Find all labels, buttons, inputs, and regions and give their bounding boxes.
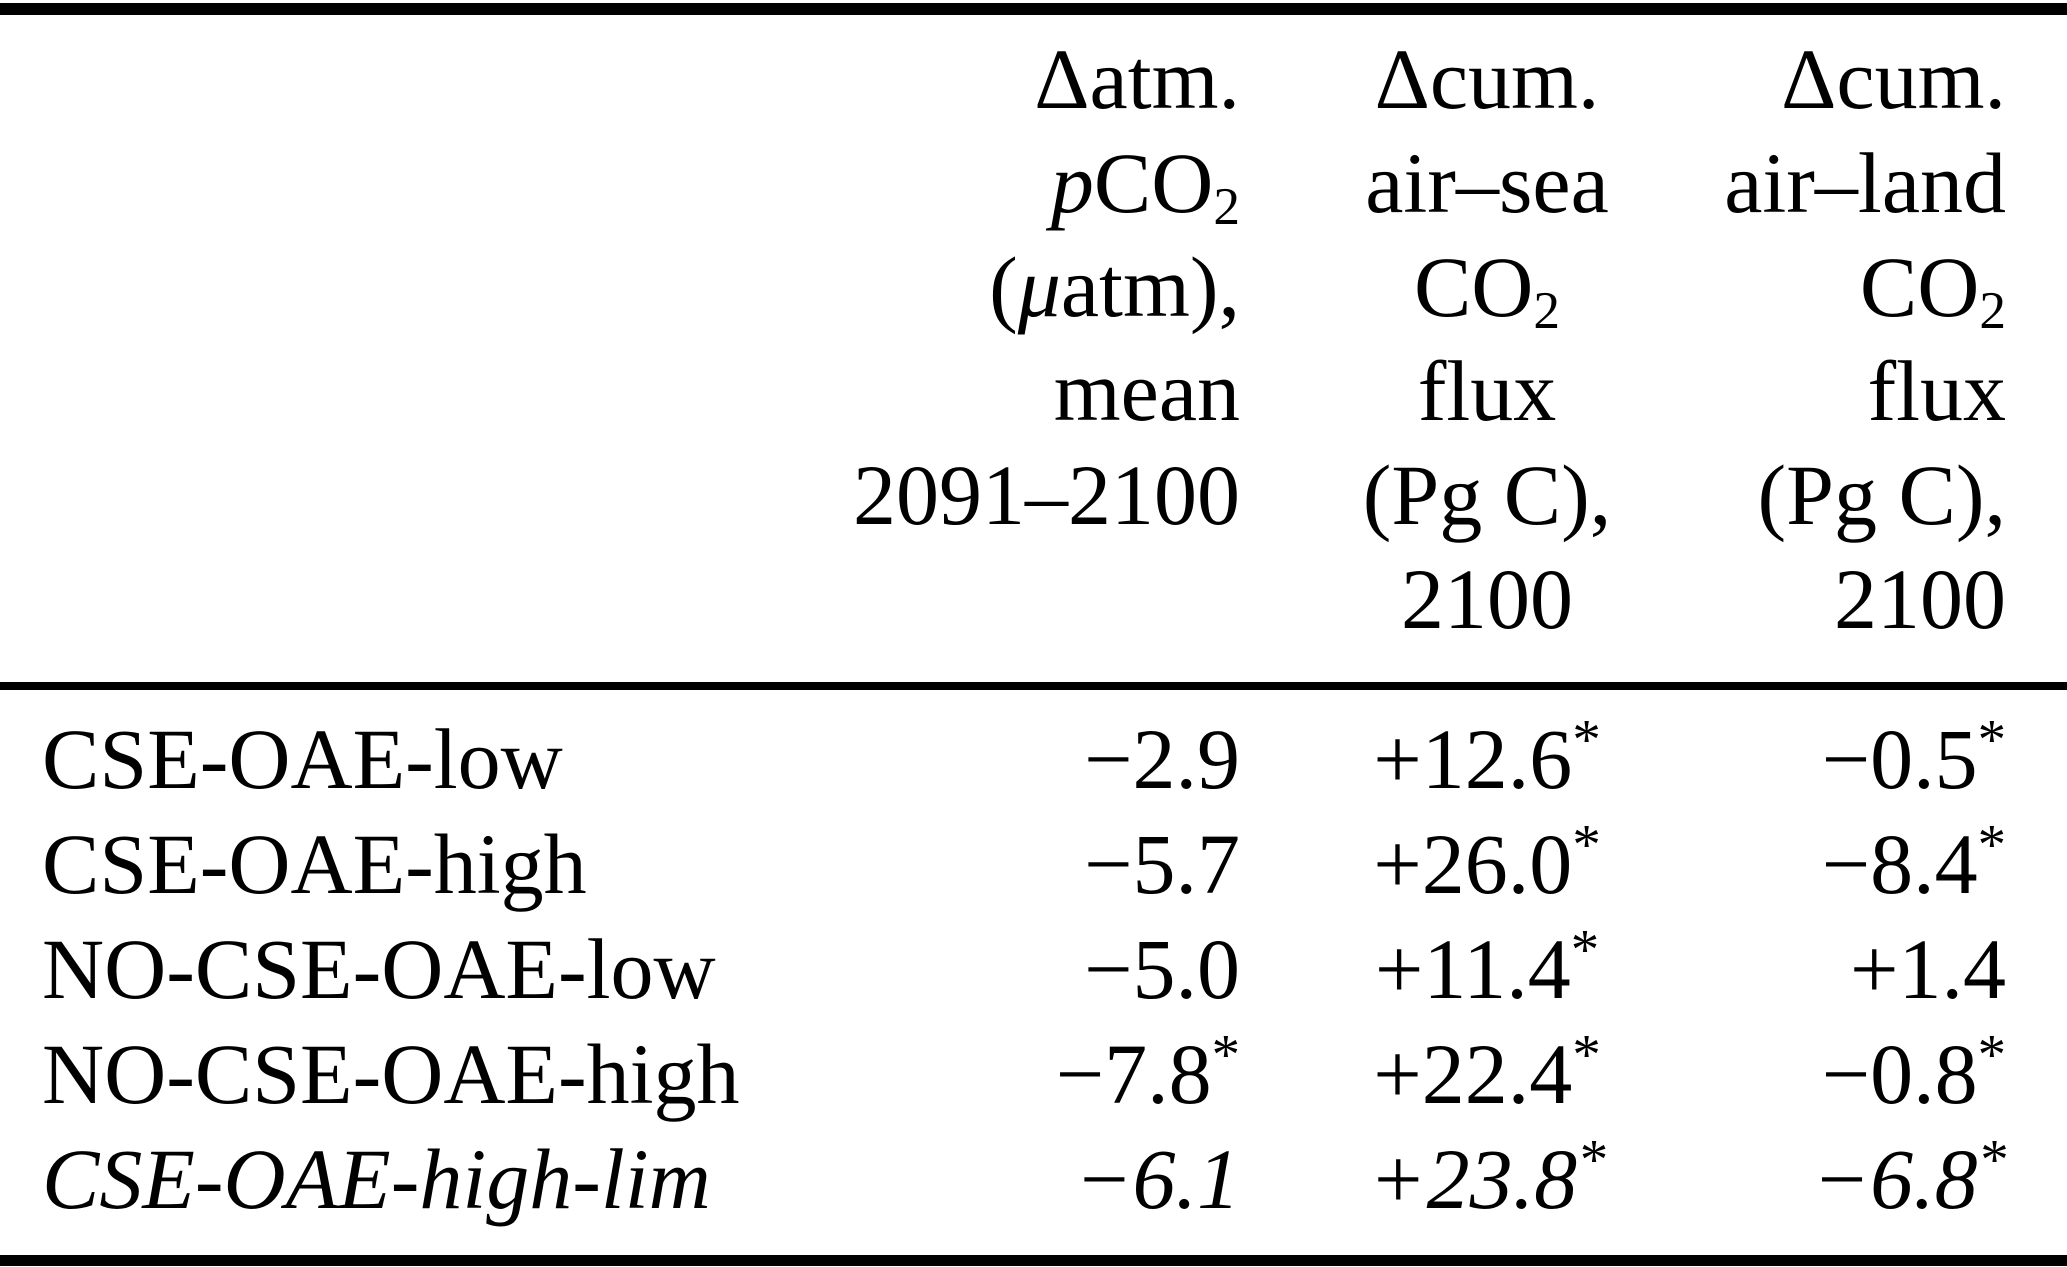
table-row-limited-scenario: CSE-OAE-high-lim −6.1 +23.8* −6.8* <box>0 1127 2067 1232</box>
significance-asterisk: * <box>1572 813 1601 877</box>
significance-asterisk: * <box>1977 1023 2006 1087</box>
value-atm-pco2: −5.0 <box>1083 921 1240 1017</box>
column-header-air-land-flux: Δcum. air–land CO2 flux (Pg C), 2100 <box>1606 27 2006 651</box>
table-top-rule <box>0 3 2067 15</box>
scenario-label: CSE-OAE-high <box>42 816 587 912</box>
header-line: (μatm), <box>989 239 1240 335</box>
table-body: CSE-OAE-low −2.9 +12.6* −0.5* CSE-OAE-hi… <box>0 707 2067 1232</box>
table-row: CSE-OAE-low −2.9 +12.6* −0.5* <box>0 707 2067 812</box>
value-air-land-flux: −0.5* <box>1821 708 2006 807</box>
header-line: pCO2 <box>1050 135 1240 236</box>
column-header-air-sea-flux: Δcum. air–sea CO2 flux (Pg C), 2100 <box>1287 27 1687 651</box>
table-row: NO-CSE-OAE-high −7.8* +22.4* −0.8* <box>0 1022 2067 1127</box>
value-atm-pco2: −5.7 <box>1083 816 1240 912</box>
scenario-label: NO-CSE-OAE-high <box>42 1026 740 1122</box>
header-line: 2091–2100 <box>853 447 1240 543</box>
scenario-label: CSE-OAE-low <box>42 711 563 807</box>
header-line: air–land <box>1724 135 2006 231</box>
header-line: Δcum. <box>1781 31 2006 127</box>
value-air-sea-flux: +12.6* <box>1373 708 1601 807</box>
header-line: 2100 <box>1401 551 1573 647</box>
header-line: (Pg C), <box>1757 447 2006 543</box>
table-row: CSE-OAE-high −5.7 +26.0* −8.4* <box>0 812 2067 917</box>
header-line: mean <box>1053 343 1240 439</box>
value-air-sea-flux: +23.8* <box>1368 1128 1606 1227</box>
header-line: flux <box>1417 343 1557 439</box>
value-air-sea-flux: +22.4* <box>1373 1023 1601 1122</box>
value-atm-pco2: −6.1 <box>1074 1131 1240 1227</box>
value-air-land-flux: −6.8* <box>1812 1128 2006 1227</box>
header-line: air–sea <box>1365 135 1609 231</box>
table-header-rule <box>0 682 2067 690</box>
column-header-atm-pco2: Δatm. pCO2 (μatm), mean 2091–2100 <box>660 27 1240 547</box>
significance-asterisk: * <box>1977 813 2006 877</box>
significance-asterisk: * <box>1577 1128 1606 1192</box>
table-bottom-rule <box>0 1255 2067 1266</box>
table-row: NO-CSE-OAE-low −5.0 +11.4* +1.4 <box>0 917 2067 1022</box>
significance-asterisk: * <box>1572 1023 1601 1087</box>
value-air-land-flux: −0.8* <box>1821 1023 2006 1122</box>
significance-asterisk: * <box>1977 1128 2006 1192</box>
header-line: (Pg C), <box>1362 447 1612 543</box>
scenario-label: NO-CSE-OAE-low <box>42 921 716 1017</box>
significance-asterisk: * <box>1572 708 1601 772</box>
header-line: 2100 <box>1834 551 2006 647</box>
value-air-land-flux: −8.4* <box>1821 813 2006 912</box>
significance-asterisk: * <box>1570 918 1600 982</box>
value-atm-pco2: −2.9 <box>1083 711 1240 807</box>
value-air-sea-flux: +11.4* <box>1374 918 1600 1017</box>
significance-asterisk: * <box>1211 1023 1240 1087</box>
significance-asterisk: * <box>1977 708 2006 772</box>
value-air-sea-flux: +26.0* <box>1373 813 1601 912</box>
header-line: CO2 <box>1859 239 2006 340</box>
value-air-land-flux: +1.4 <box>1849 921 2006 1017</box>
scenario-label: CSE-OAE-high-lim <box>42 1131 711 1227</box>
header-line: Δcum. <box>1374 31 1600 127</box>
header-line: CO2 <box>1413 239 1561 340</box>
header-line: Δatm. <box>1034 31 1240 127</box>
header-line: flux <box>1867 343 2006 439</box>
value-atm-pco2: −7.8* <box>1055 1023 1240 1122</box>
